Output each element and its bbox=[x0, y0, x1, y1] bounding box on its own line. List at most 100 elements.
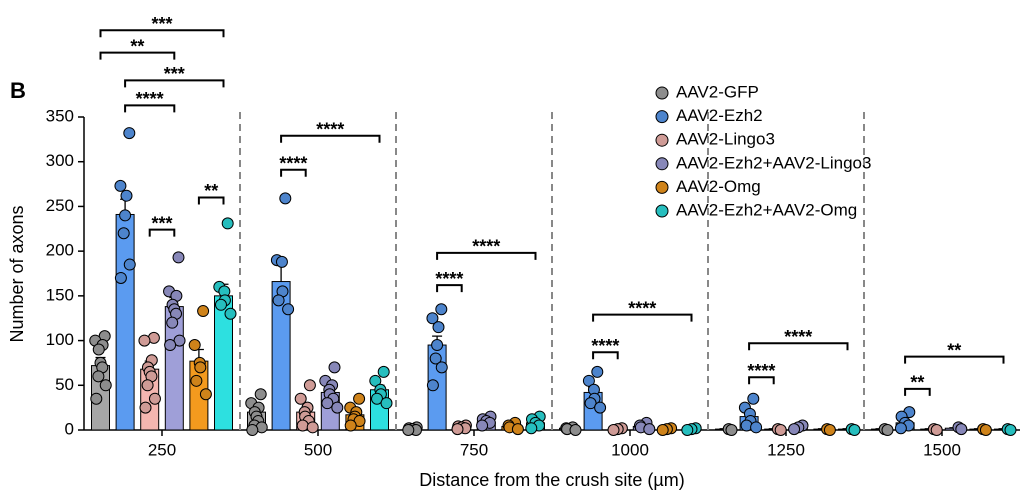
x-tick-label: 250 bbox=[148, 440, 176, 459]
bracket bbox=[748, 342, 849, 351]
data-point bbox=[224, 307, 237, 320]
data-point bbox=[569, 424, 582, 436]
bracket bbox=[904, 387, 931, 396]
significance-label: **** bbox=[279, 154, 307, 174]
data-point bbox=[426, 312, 439, 325]
data-point bbox=[881, 424, 894, 436]
legend-marker bbox=[655, 180, 669, 194]
significance-label: ** bbox=[947, 340, 961, 360]
significance-label: ** bbox=[204, 181, 218, 201]
data-point bbox=[370, 392, 383, 405]
data-point bbox=[656, 424, 669, 436]
significance-label: **** bbox=[316, 120, 344, 140]
panel-label: B bbox=[10, 78, 26, 103]
data-point bbox=[188, 339, 201, 352]
data-point bbox=[377, 365, 390, 378]
data-point bbox=[435, 361, 448, 374]
bracket bbox=[124, 79, 225, 88]
data-point bbox=[328, 361, 341, 374]
data-point bbox=[1004, 424, 1017, 436]
data-point bbox=[197, 305, 210, 318]
data-point bbox=[139, 401, 152, 414]
data-point bbox=[369, 374, 382, 387]
bracket bbox=[99, 51, 176, 60]
y-tick-label: 50 bbox=[55, 375, 74, 394]
data-point bbox=[432, 321, 445, 334]
data-point bbox=[344, 419, 357, 432]
data-point bbox=[353, 392, 366, 405]
data-point bbox=[199, 388, 212, 401]
data-point bbox=[591, 365, 604, 378]
data-point bbox=[123, 127, 136, 140]
y-tick-label: 350 bbox=[46, 106, 74, 125]
x-tick-label: 1500 bbox=[923, 440, 961, 459]
data-point bbox=[99, 379, 112, 392]
x-tick-label: 1000 bbox=[611, 440, 649, 459]
legend-label: AAV2-Lingo3 bbox=[676, 130, 775, 149]
significance-label: **** bbox=[136, 89, 164, 109]
x-tick-label: 750 bbox=[460, 440, 488, 459]
bracket bbox=[904, 355, 1005, 364]
bracket bbox=[436, 284, 463, 293]
legend-label: AAV2-Omg bbox=[676, 177, 761, 196]
y-tick-label: 250 bbox=[46, 196, 74, 215]
x-tick-label: 500 bbox=[304, 440, 332, 459]
data-point bbox=[166, 316, 179, 329]
significance-label: **** bbox=[747, 361, 775, 381]
significance-label: *** bbox=[151, 213, 172, 233]
data-point bbox=[296, 419, 309, 432]
bracket bbox=[197, 196, 225, 205]
y-tick-label: 300 bbox=[46, 151, 74, 170]
data-point bbox=[431, 339, 444, 352]
significance-label: *** bbox=[151, 14, 172, 34]
data-point bbox=[681, 424, 694, 436]
data-point bbox=[511, 423, 524, 436]
data-point bbox=[380, 397, 393, 410]
data-point bbox=[774, 424, 787, 436]
data-point bbox=[979, 424, 992, 436]
data-point bbox=[321, 397, 334, 410]
data-point bbox=[426, 379, 439, 392]
x-axis-label: Distance from the crush site (µm) bbox=[419, 470, 684, 490]
data-point bbox=[148, 392, 161, 405]
data-point bbox=[582, 374, 595, 387]
data-point bbox=[525, 422, 538, 435]
data-point bbox=[429, 352, 442, 365]
data-point bbox=[955, 423, 968, 436]
data-point bbox=[114, 271, 127, 284]
data-point bbox=[594, 401, 607, 414]
data-point bbox=[164, 339, 177, 352]
legend-marker bbox=[655, 110, 669, 124]
legend-marker bbox=[655, 133, 669, 147]
bracket bbox=[124, 104, 176, 113]
legend-marker bbox=[655, 86, 669, 100]
bracket bbox=[280, 168, 307, 177]
significance-label: ** bbox=[130, 36, 144, 56]
significance-label: ** bbox=[910, 373, 924, 393]
data-point bbox=[607, 424, 620, 436]
data-point bbox=[123, 258, 136, 271]
data-point bbox=[172, 251, 185, 264]
data-point bbox=[138, 334, 151, 347]
significance-label: **** bbox=[591, 336, 619, 356]
bracket bbox=[148, 228, 176, 237]
data-point bbox=[275, 255, 288, 268]
data-point bbox=[788, 423, 801, 436]
bracket bbox=[436, 251, 537, 260]
data-point bbox=[451, 423, 464, 436]
x-tick-label: 1250 bbox=[767, 440, 805, 459]
data-point bbox=[848, 424, 861, 436]
data-point bbox=[823, 424, 836, 436]
data-point bbox=[254, 388, 267, 401]
significance-label: *** bbox=[164, 64, 185, 84]
bracket bbox=[99, 29, 225, 38]
legend-marker bbox=[655, 157, 669, 171]
data-point bbox=[435, 303, 448, 316]
significance-label: **** bbox=[472, 237, 500, 257]
data-point bbox=[214, 298, 227, 311]
bar bbox=[115, 213, 135, 431]
data-point bbox=[747, 392, 760, 405]
data-point bbox=[90, 392, 103, 405]
